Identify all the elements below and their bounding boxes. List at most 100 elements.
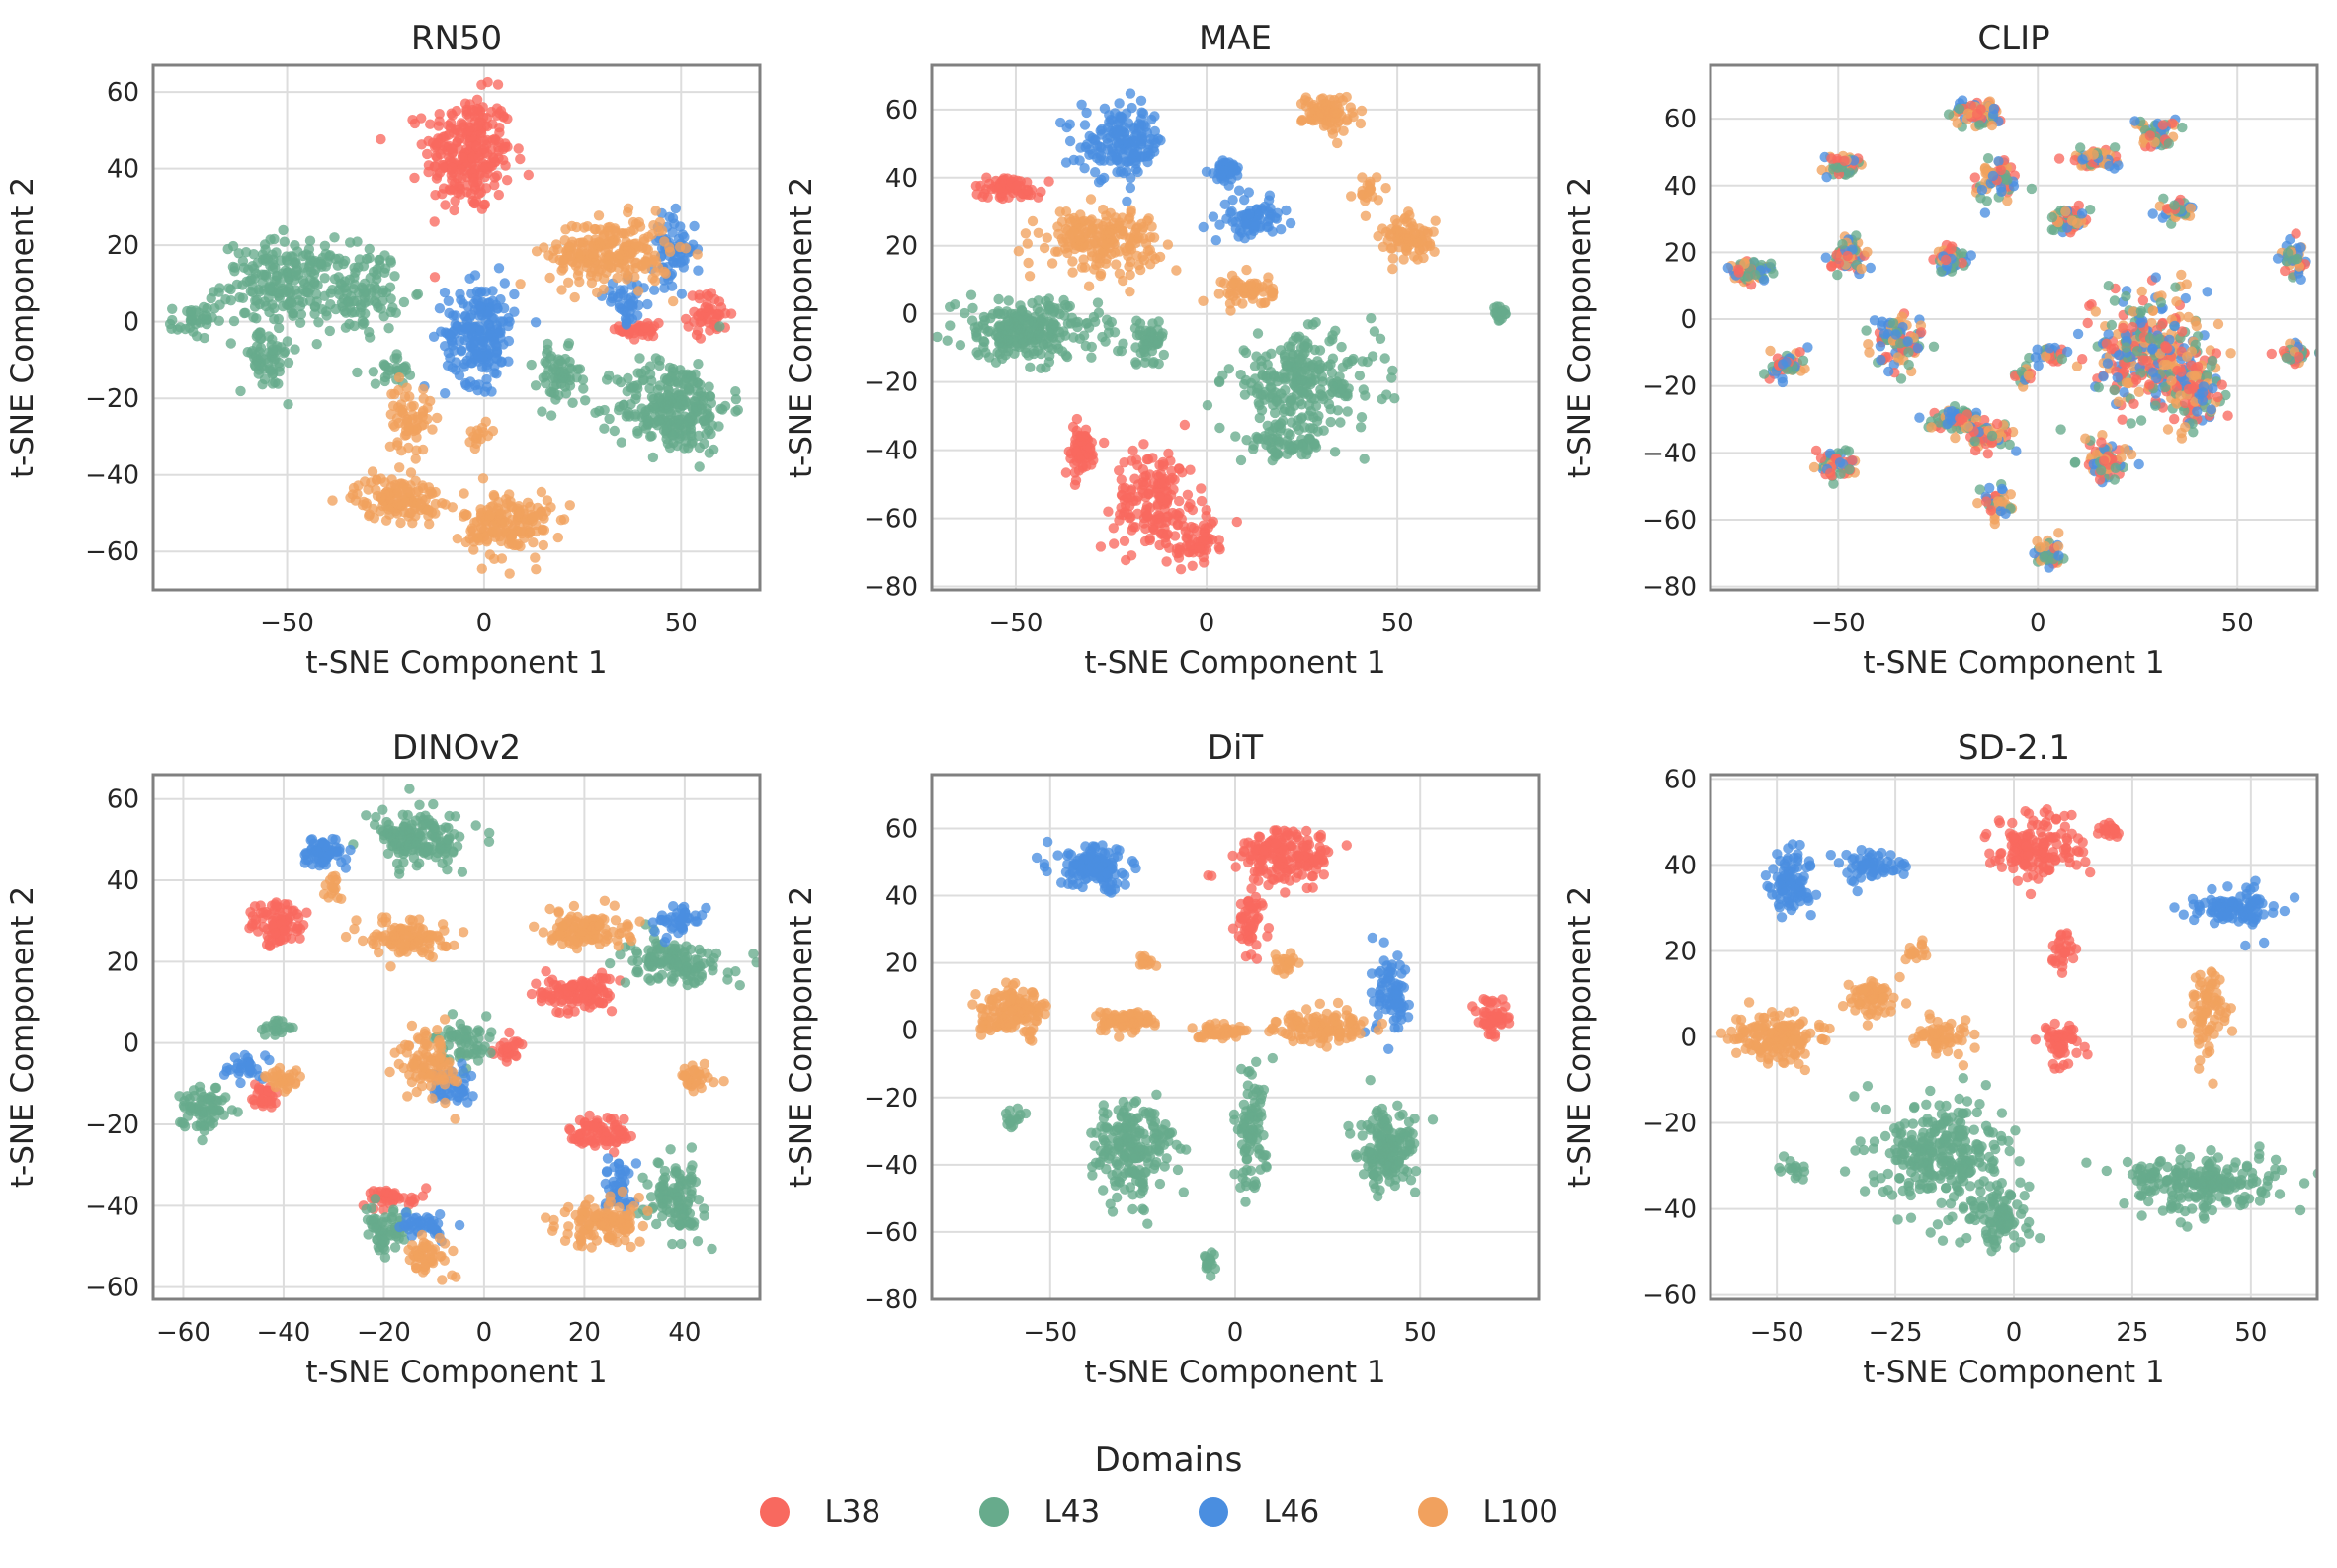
scatter-point-l38: [1137, 464, 1149, 475]
scatter-point-l43: [313, 317, 324, 328]
scatter-point-l38: [1970, 445, 1981, 456]
scatter-point-l100: [1084, 239, 1095, 250]
scatter-point-l43: [1130, 357, 1141, 368]
scatter-point-l43: [1313, 410, 1324, 422]
scatter-point-l46: [1875, 341, 1886, 352]
scatter-point-l100: [530, 552, 541, 563]
scatter-point-l46: [2011, 446, 2022, 456]
scatter-point-l100: [625, 246, 635, 257]
scatter-point-l100: [1123, 250, 1133, 262]
scatter-point-l43: [612, 374, 623, 385]
scatter-point-l100: [1321, 120, 1332, 130]
scatter-point-l46: [456, 345, 466, 356]
scatter-point-l100: [2041, 351, 2051, 362]
scatter-point-l100: [410, 421, 421, 432]
scatter-point-l43: [984, 325, 995, 337]
chart-title: RN50: [411, 19, 502, 58]
scatter-point-l38: [494, 123, 505, 133]
chart-title: MAE: [1199, 19, 1272, 58]
scatter-point-l46: [1227, 195, 1238, 206]
scatter-point-l43: [1317, 376, 1328, 387]
scatter-point-l46: [1064, 119, 1076, 129]
scatter-point-l43: [304, 261, 315, 272]
x-axis-label: t-SNE Component 1: [1084, 645, 1385, 681]
scatter-point-l43: [1759, 369, 1770, 379]
scatter-point-l46: [1055, 117, 1066, 128]
scatter-point-l46: [487, 295, 498, 306]
scatter-point-l38: [1071, 413, 1083, 425]
scatter-point-l43: [1332, 405, 1344, 416]
scatter-point-l43: [1078, 330, 1090, 341]
scatter-point-l38: [1847, 454, 1858, 466]
scatter-point-l46: [1081, 107, 1092, 119]
scatter-point-l38: [1144, 535, 1155, 546]
scatter-point-l38: [422, 148, 433, 160]
scatter-point-l46: [444, 307, 455, 319]
scatter-point-l100: [1065, 217, 1076, 228]
scatter-point-l46: [1208, 168, 1218, 179]
scatter-point-l46: [1263, 221, 1274, 232]
scatter-point-l100: [563, 277, 574, 288]
scatter-point-l38: [1138, 480, 1149, 491]
scatter-point-l100: [515, 279, 526, 289]
scatter-point-l43: [1261, 351, 1272, 362]
scatter-point-l43: [264, 282, 276, 292]
scatter-point-l100: [1428, 226, 1439, 237]
scatter-point-l38: [430, 190, 441, 201]
scatter-point-l46: [1914, 412, 1925, 423]
scatter-point-l43: [329, 232, 340, 243]
scatter-point-l100: [564, 500, 575, 511]
scatter-point-l46: [491, 353, 503, 365]
scatter-point-l43: [229, 262, 241, 273]
scatter-point-l43: [1036, 348, 1046, 360]
scatter-point-l38: [1157, 456, 1169, 468]
scatter-point-l46: [1976, 184, 1988, 196]
scatter-point-l43: [2046, 212, 2058, 223]
scatter-point-l38: [493, 189, 504, 201]
scatter-point-l43: [1843, 446, 1855, 456]
scatter-point-l43: [604, 413, 615, 425]
scatter-point-l43: [257, 379, 268, 390]
scatter-point-l38: [443, 120, 454, 131]
scatter-point-l46: [1127, 102, 1137, 114]
scatter-point-l100: [418, 383, 429, 395]
scatter-point-l100: [1355, 118, 1367, 129]
scatter-point-l43: [630, 411, 641, 422]
scatter-point-l43: [684, 385, 695, 396]
scatter-point-l43: [577, 374, 589, 385]
scatter-point-l100: [1046, 258, 1058, 269]
y-tick-label: −80: [864, 573, 918, 603]
scatter-point-l100: [423, 504, 434, 516]
scatter-point-l43: [1844, 167, 1856, 178]
scatter-point-l43: [1986, 430, 1998, 442]
scatter-point-l100: [527, 512, 538, 524]
scatter-point-l100: [461, 509, 472, 521]
scatter-point-l38: [492, 79, 504, 90]
scatter-point-l38: [1075, 430, 1086, 442]
y-axis-label: t-SNE Component 2: [784, 177, 819, 478]
scatter-points: [932, 88, 1511, 575]
scatter-point-l100: [1950, 432, 1961, 444]
scatter-point-l46: [491, 369, 502, 379]
scatter-point-l100: [1171, 265, 1182, 276]
scatter-point-l100: [656, 225, 668, 236]
scatter-point-l38: [1169, 531, 1181, 541]
scatter-point-l100: [1079, 262, 1091, 273]
scatter-point-l43: [1316, 390, 1328, 402]
scatter-point-l43: [1325, 416, 1336, 428]
scatter-point-l100: [504, 568, 515, 579]
scatter-point-l43: [260, 354, 271, 365]
scatter-point-l43: [248, 263, 260, 274]
scatter-point-l43: [566, 364, 577, 374]
scatter-point-l43: [1152, 335, 1163, 347]
scatter-point-l43: [401, 365, 412, 375]
scatter-point-l38: [1043, 176, 1054, 187]
scatter-point-l43: [1250, 373, 1261, 384]
scatter-point-l38: [1161, 556, 1172, 567]
scatter-point-l38: [476, 79, 487, 91]
scatter-point-l43: [308, 277, 320, 288]
scatter-point-l100: [556, 265, 567, 276]
scatter-point-l100: [424, 519, 435, 530]
scatter-point-l43: [283, 399, 293, 410]
scatter-point-l100: [2071, 361, 2083, 371]
